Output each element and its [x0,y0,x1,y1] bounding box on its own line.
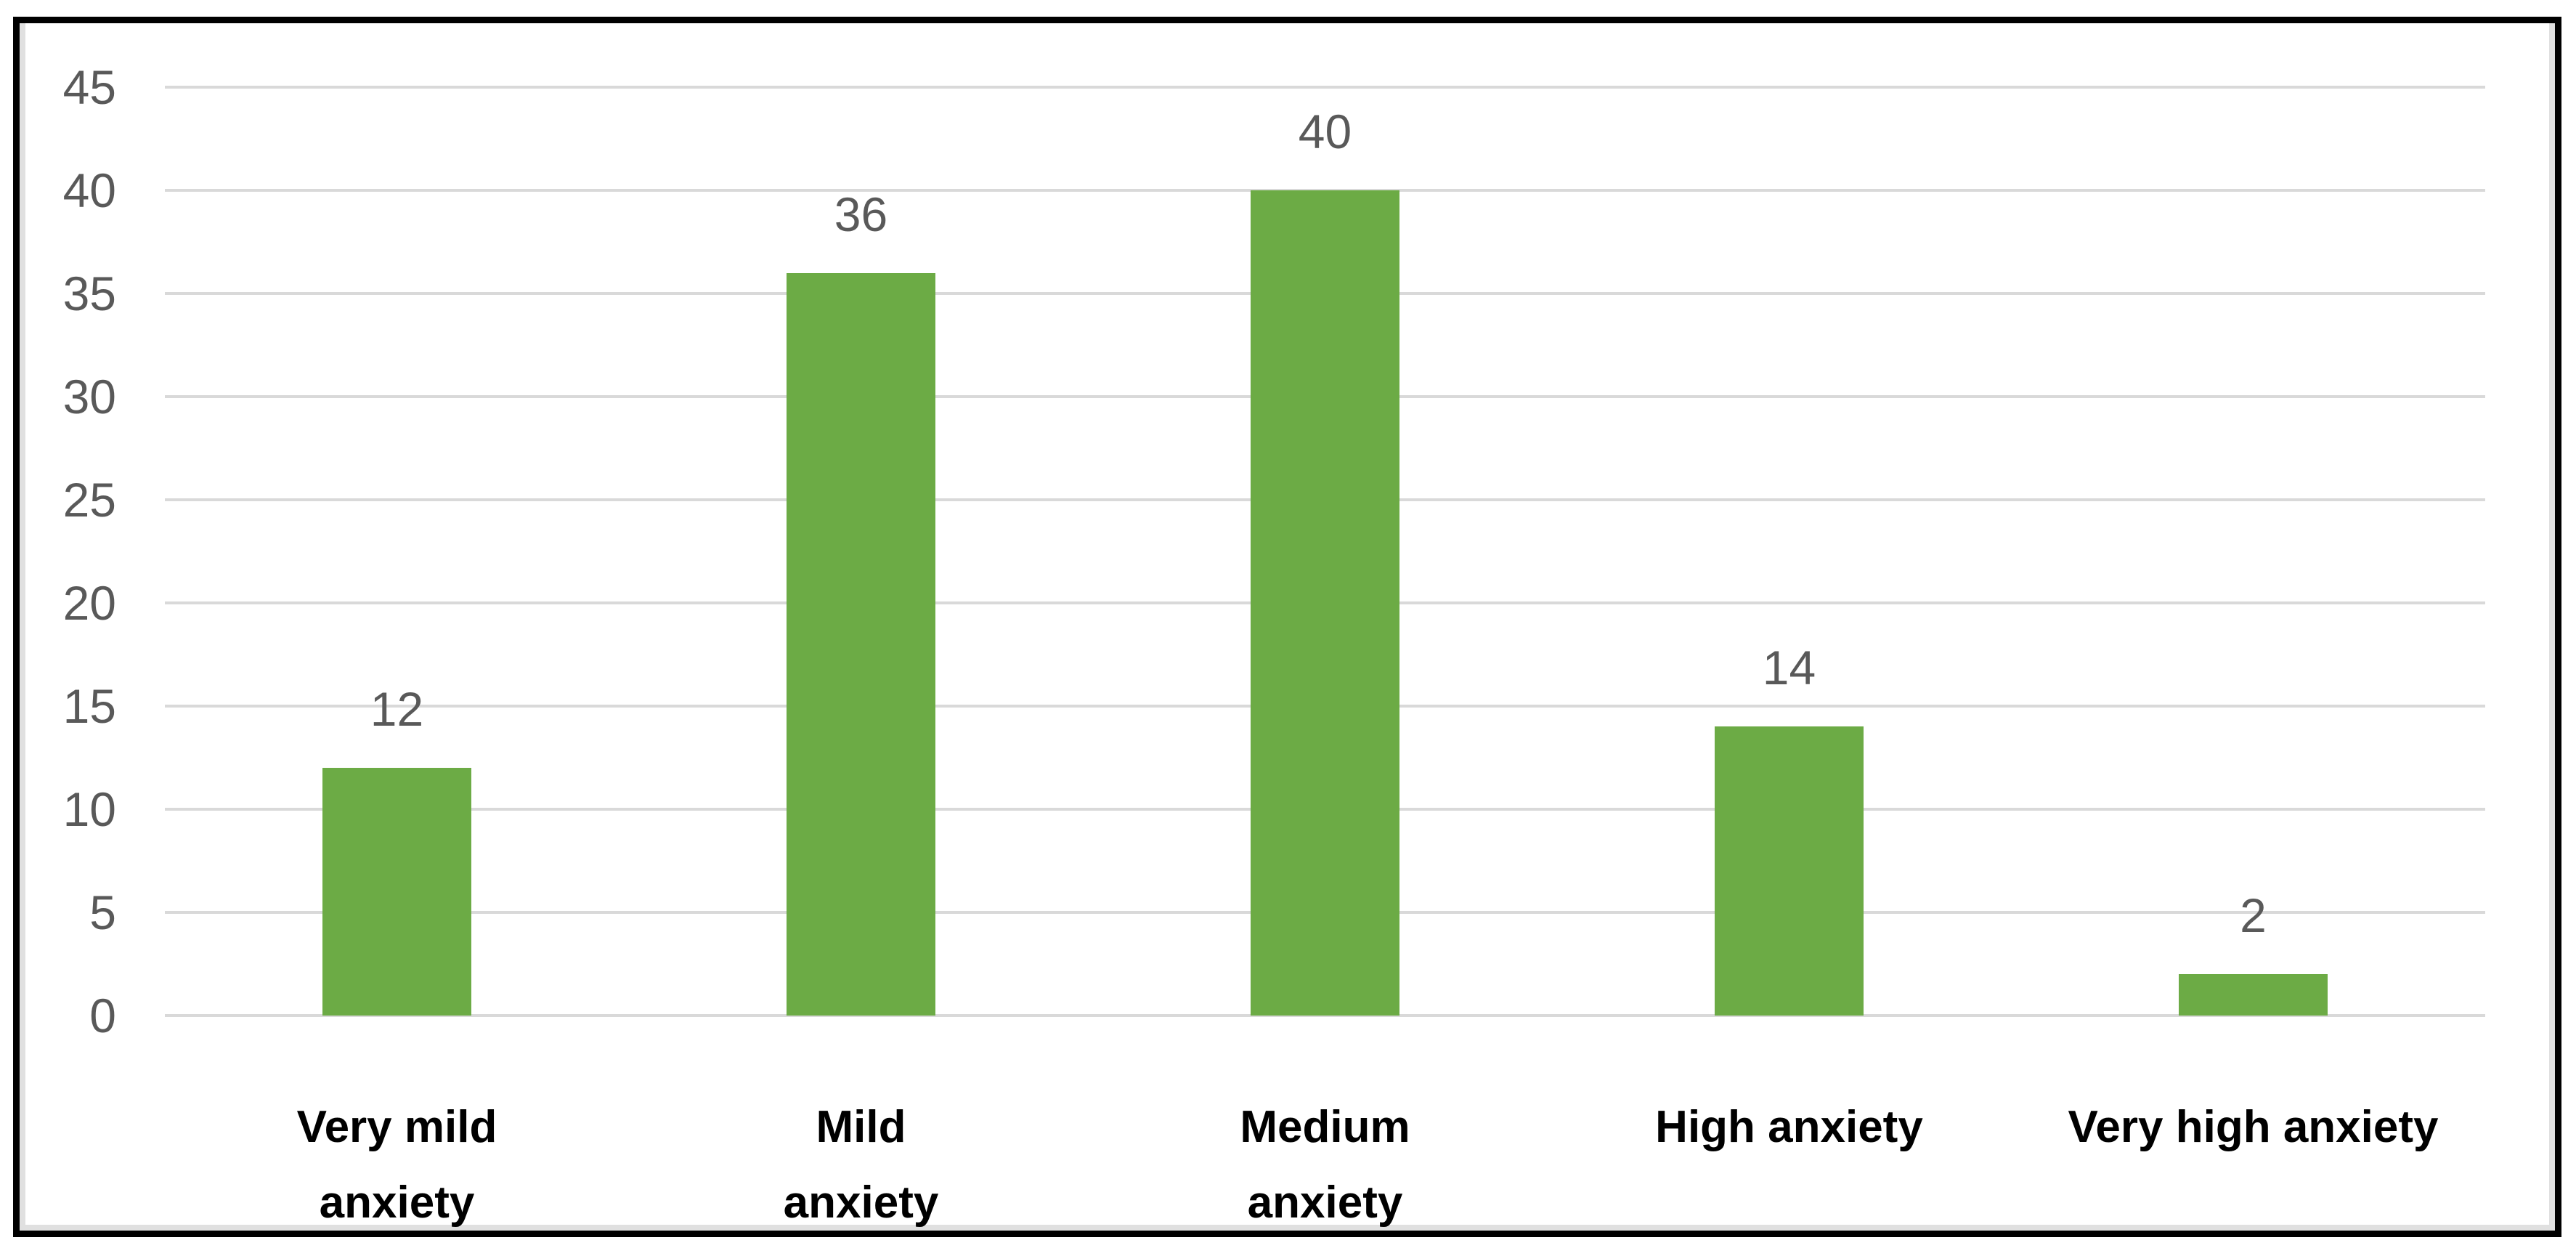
y-tick-label-30: 30 [62,370,116,424]
y-tick-label-45: 45 [62,60,116,114]
x-category-label-4: Very high anxiety [2068,1102,2439,1152]
x-category-label-2: Medium anxiety [1240,1102,1410,1228]
y-tick-label-0: 0 [89,989,116,1042]
y-tick-label-40: 40 [62,163,116,217]
chart-frame: 45 40 35 30 25 20 15 10 5 0 12 36 40 14 2 Very mild a… [13,17,2561,1237]
y-tick-label-20: 20 [62,576,116,630]
y-tick-label-25: 25 [62,473,116,527]
y-tick-label-15: 15 [62,679,116,733]
bar-1 [787,272,935,1016]
x-category-label-0: Very mild anxiety [296,1102,497,1228]
x-category-label-1: Mild anxiety [783,1102,939,1228]
data-label-0: 12 [370,682,424,737]
bar-3 [1715,726,1864,1016]
y-tick-label-5: 5 [89,886,116,939]
gridline-45 [165,86,2485,89]
y-tick-label-10: 10 [62,782,116,836]
data-label-2: 40 [1298,105,1352,158]
data-label-1: 36 [834,187,888,241]
data-label-4: 2 [2240,888,2267,943]
bar-0 [322,768,471,1016]
bar-2 [1251,190,1399,1016]
bar-4 [2179,974,2328,1016]
chart-area: 45 40 35 30 25 20 15 10 5 0 12 36 40 14 2 Very mild a… [20,23,2555,1231]
data-label-3: 14 [1762,641,1816,695]
gridline-0 [165,1014,2485,1017]
y-tick-label-35: 35 [62,267,116,320]
x-category-label-3: High anxiety [1655,1102,1923,1152]
